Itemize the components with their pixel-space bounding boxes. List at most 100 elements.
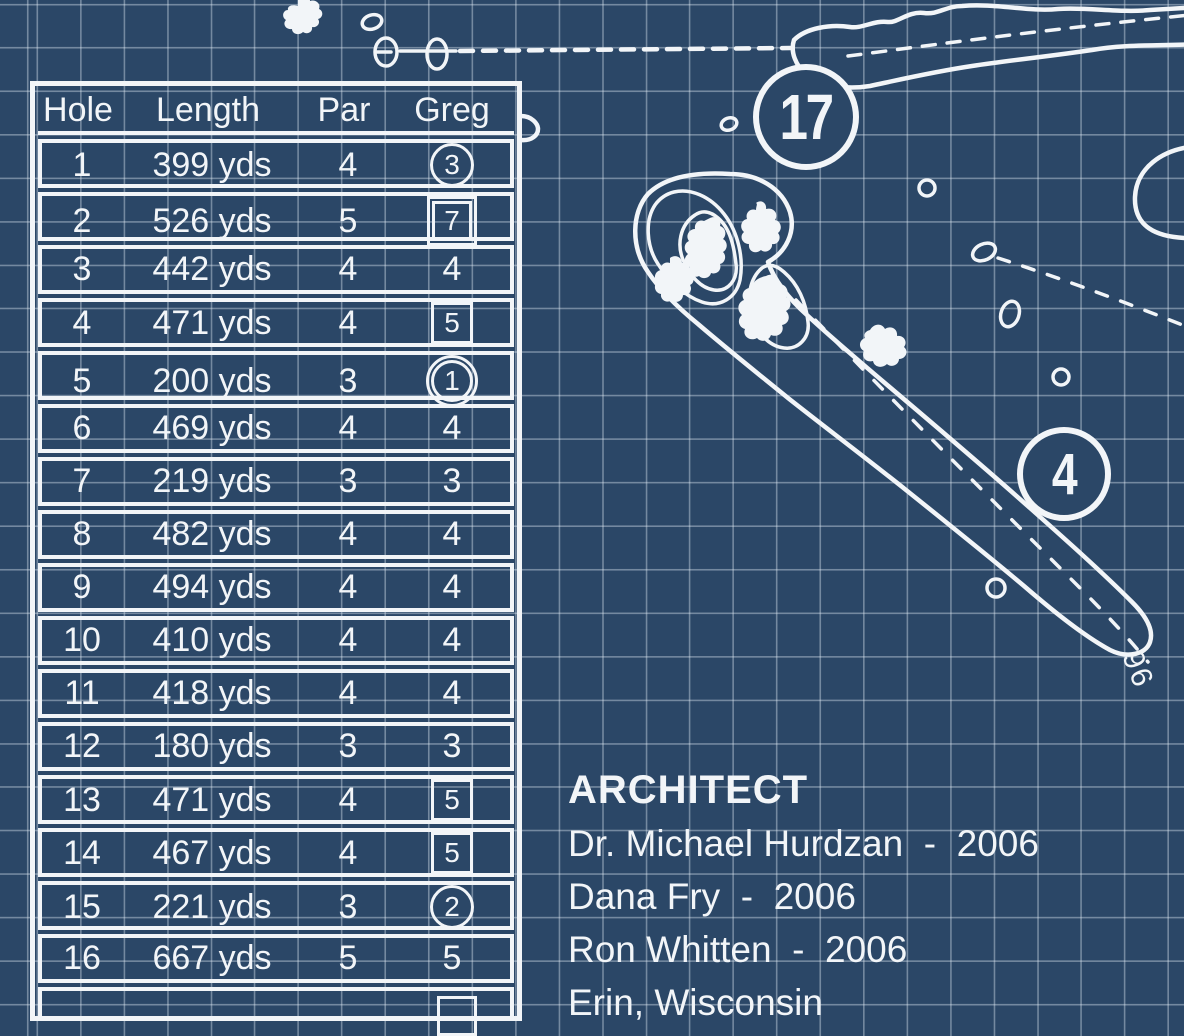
hole-par: 4: [338, 780, 358, 819]
greg-score-value: 5: [442, 939, 462, 977]
greg-score-cell: 5: [394, 832, 510, 874]
scorecard-row: 5 200 yds 3 1: [38, 351, 514, 407]
hole-par: 5: [338, 939, 358, 977]
hole17-fairway: [790, 3, 1184, 90]
hole-number: 9: [72, 568, 92, 606]
hole-par: 4: [338, 409, 358, 447]
greg-score-cell: 3: [394, 462, 510, 501]
greg-score-value: 7: [432, 201, 472, 241]
scorecard-row: 4 471 yds 4 5: [38, 298, 514, 347]
greg-score-value: 5: [444, 837, 460, 868]
greg-score-cell: 4: [394, 621, 510, 660]
hole-par: 3: [338, 887, 358, 926]
hole-4-number: 4: [1052, 441, 1078, 507]
column-header-greg: Greg: [414, 90, 490, 129]
architect-lines: Dr. Michael Hurdzan - 2006 Dana Fry - 20…: [568, 817, 1039, 1029]
hole-number: 7: [72, 462, 92, 500]
hole-par: 5: [338, 201, 358, 240]
scorecard-row: 3 442 yds 4 4: [38, 245, 514, 294]
hole-length: 221 yds: [152, 887, 272, 926]
hidden-circle-edge: [518, 113, 541, 143]
scattered-marks: [719, 115, 1071, 599]
hole-4-marker: 4: [1017, 427, 1111, 521]
greg-score-cell: 4: [394, 515, 510, 554]
greg-score-marker: 5: [443, 939, 462, 978]
greg-score-value: 4: [442, 621, 462, 659]
hole-length: 467 yds: [152, 833, 272, 872]
greg-score-marker: 7: [427, 196, 477, 246]
hole-par: 4: [338, 303, 358, 342]
course-map-drawing: [283, 0, 1184, 664]
scorecard-rows: 1 399 yds 4 3 2 526 yds 5 7 3 442 yds 4 …: [38, 139, 514, 983]
hole-par: 4: [338, 621, 358, 659]
scorecard-row: 2 526 yds 5 7: [38, 192, 514, 246]
greg-score-marker: 2: [430, 885, 474, 929]
partial-green-outline: [1132, 145, 1184, 241]
hole-number: 1: [72, 145, 92, 184]
greg-score-cell: 3: [394, 143, 510, 187]
greg-score-cell: 5: [394, 779, 510, 821]
hole-17-number: 17: [779, 81, 835, 153]
hole-par: 4: [338, 833, 358, 872]
scorecard-table: Hole Length Par Greg 1 399 yds 4 3 2 526…: [30, 81, 522, 1036]
greg-score-cell: 2: [394, 885, 510, 929]
hole-length: 200 yds: [152, 361, 272, 400]
greg-score-cell: 4: [394, 409, 510, 448]
greg-score-value: 4: [442, 250, 462, 288]
hole-number: 11: [64, 674, 100, 712]
greg-score-value: 4: [442, 674, 462, 712]
greg-score-marker: 4: [443, 409, 462, 448]
crossing-line-dashes: [996, 256, 1184, 328]
architect-block: ARCHITECT Dr. Michael Hurdzan - 2006 Dan…: [568, 764, 1039, 1029]
scorecard-row: 8 482 yds 4 4: [38, 510, 514, 559]
hole4-line-dashes: [794, 298, 1150, 664]
tee-markers: [360, 12, 458, 71]
greg-score-value: 1: [431, 360, 473, 402]
hole-par: 4: [338, 145, 358, 184]
bunker-blob: [283, 0, 323, 35]
greg-score-value: 5: [444, 307, 460, 338]
greg-score-cell: 5: [394, 939, 510, 978]
column-header-par: Par: [317, 90, 371, 129]
hole-par: 4: [338, 515, 358, 553]
greg-score-cell: 3: [394, 727, 510, 766]
greg-score-value: 4: [442, 409, 462, 447]
hole-length: 494 yds: [152, 568, 272, 606]
hole-number: 15: [63, 887, 101, 926]
hole-number: 8: [72, 515, 92, 553]
hole-par: 4: [338, 568, 358, 606]
hole-length: 180 yds: [152, 727, 272, 765]
scorecard-row: 11 418 yds 4 4: [38, 669, 514, 718]
scorecard-row-truncated: [38, 987, 514, 1036]
greg-score-value: 4: [442, 515, 462, 553]
hole-length: 410 yds: [152, 621, 272, 659]
scorecard-row: 6 469 yds 4 4: [38, 404, 514, 453]
scorecard-row: 7 219 yds 3 3: [38, 457, 514, 506]
greg-score-cell: 4: [394, 568, 510, 607]
greg-score-marker: 5: [431, 832, 473, 874]
greg-score-marker: 4: [443, 621, 462, 660]
hole-number: 10: [63, 621, 101, 659]
architect-credit-line: Dr. Michael Hurdzan - 2006: [568, 823, 1039, 864]
architect-credit-line: Erin, Wisconsin: [568, 982, 823, 1023]
hole-length: 471 yds: [152, 303, 272, 342]
hole-length: 469 yds: [152, 409, 272, 447]
greg-score-marker: 3: [443, 462, 462, 501]
greg-score-marker: 3: [443, 727, 462, 766]
hole-length: 418 yds: [152, 674, 272, 712]
greg-score-marker: 3: [430, 143, 474, 187]
scorecard-row: 14 467 yds 4 5: [38, 828, 514, 877]
greg-score-marker: 4: [443, 674, 462, 713]
hole-length: 471 yds: [152, 780, 272, 819]
greg-score-marker: 4: [443, 515, 462, 554]
hole-par: 4: [338, 674, 358, 712]
column-header-length: Length: [156, 90, 260, 129]
greg-score-marker: 4: [443, 568, 462, 607]
greg-score-cell: 1: [394, 355, 510, 407]
greg-score-value: 5: [444, 784, 460, 815]
hole-par: 3: [338, 727, 358, 765]
greg-score-value: 4: [442, 568, 462, 606]
hole-length: 482 yds: [152, 515, 272, 553]
greg-score-cell: 5: [394, 302, 510, 344]
